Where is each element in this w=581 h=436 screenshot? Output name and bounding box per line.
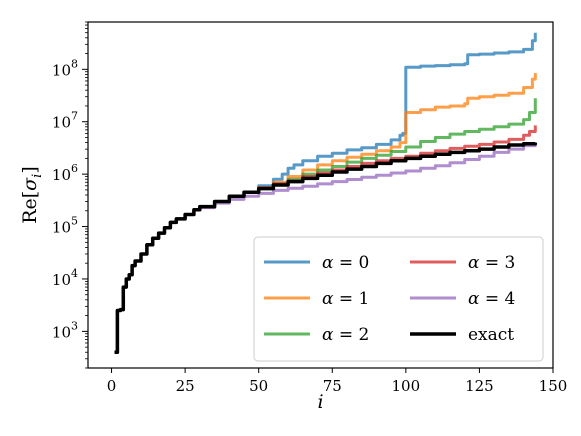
series-line-5 bbox=[114, 142, 538, 354]
x-axis-label: i bbox=[317, 391, 323, 413]
x-tick-label: 100 bbox=[392, 377, 421, 395]
x-tick-label: 125 bbox=[465, 377, 494, 395]
y-tick-label: 106 bbox=[52, 162, 78, 184]
legend-label: α = 0 bbox=[322, 253, 369, 273]
legend-label: α = 4 bbox=[468, 289, 515, 309]
x-axis-ticks: 0 25 50 75 100 125 150 bbox=[107, 368, 568, 395]
x-tick-label: 0 bbox=[107, 377, 117, 395]
legend-label: α = 1 bbox=[322, 289, 369, 309]
y-axis-label: Re[σi] bbox=[19, 166, 45, 224]
y-tick-label: 105 bbox=[52, 215, 78, 237]
x-tick-label: 50 bbox=[249, 377, 268, 395]
series-lines bbox=[114, 32, 538, 354]
y-tick-label: 104 bbox=[52, 267, 78, 289]
y-tick-label: 103 bbox=[52, 319, 78, 341]
x-tick-label: 75 bbox=[323, 377, 342, 395]
legend: α = 0 α = 1 α = 2 α = 3 α = 4 exact bbox=[253, 236, 544, 362]
legend-label: α = 3 bbox=[468, 253, 515, 273]
x-tick-label: 25 bbox=[176, 377, 195, 395]
x-tick-label: 150 bbox=[539, 377, 568, 395]
y-axis-ticks: 103 104 105 106 107 108 bbox=[52, 21, 88, 369]
y-tick-label: 107 bbox=[52, 110, 78, 132]
legend-label: exact bbox=[468, 325, 514, 345]
y-tick-label: 108 bbox=[52, 57, 78, 79]
legend-box bbox=[253, 236, 544, 362]
legend-label: α = 2 bbox=[322, 325, 369, 345]
